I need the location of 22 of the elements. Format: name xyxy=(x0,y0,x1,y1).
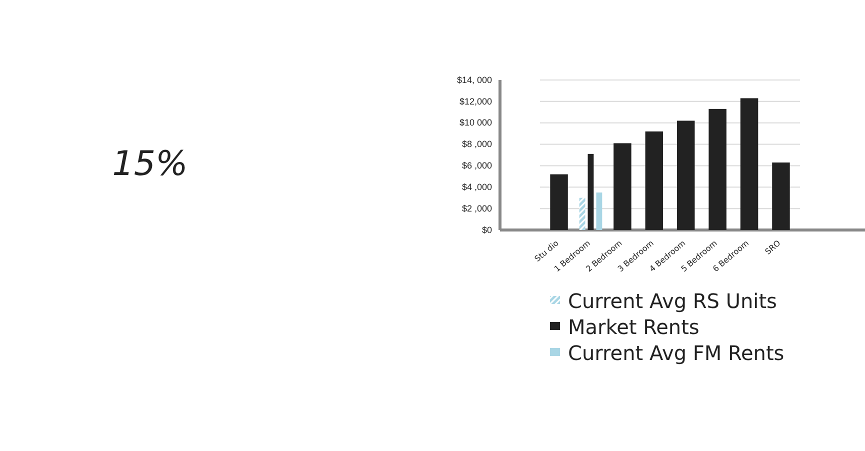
bar xyxy=(740,98,758,230)
bar xyxy=(676,120,695,230)
y-tick-label: $14, 000 xyxy=(456,74,492,85)
y-tick-label: $12,000 xyxy=(459,96,492,106)
bar xyxy=(772,162,790,230)
bar xyxy=(708,108,726,230)
bar xyxy=(645,131,664,230)
bar xyxy=(550,174,568,230)
bar xyxy=(596,192,602,230)
y-tick-label: $2 ,000 xyxy=(462,203,492,214)
bar xyxy=(614,143,632,230)
y-tick-label: $0 xyxy=(482,224,492,235)
y-tick-label: $6 ,000 xyxy=(462,160,492,171)
bar xyxy=(579,198,586,230)
y-tick-label: $8 ,000 xyxy=(462,139,492,150)
y-tick-label: $10 000 xyxy=(459,118,492,128)
legend-label: Current Avg FM Rents xyxy=(568,341,784,365)
legend-label: Current Avg RS Units xyxy=(568,289,777,313)
x-tick-label: Stu dio xyxy=(533,238,560,264)
y-tick-label: $4 ,000 xyxy=(462,182,492,192)
text: 15% xyxy=(112,144,188,184)
legend-label: Market Rents xyxy=(568,315,700,339)
